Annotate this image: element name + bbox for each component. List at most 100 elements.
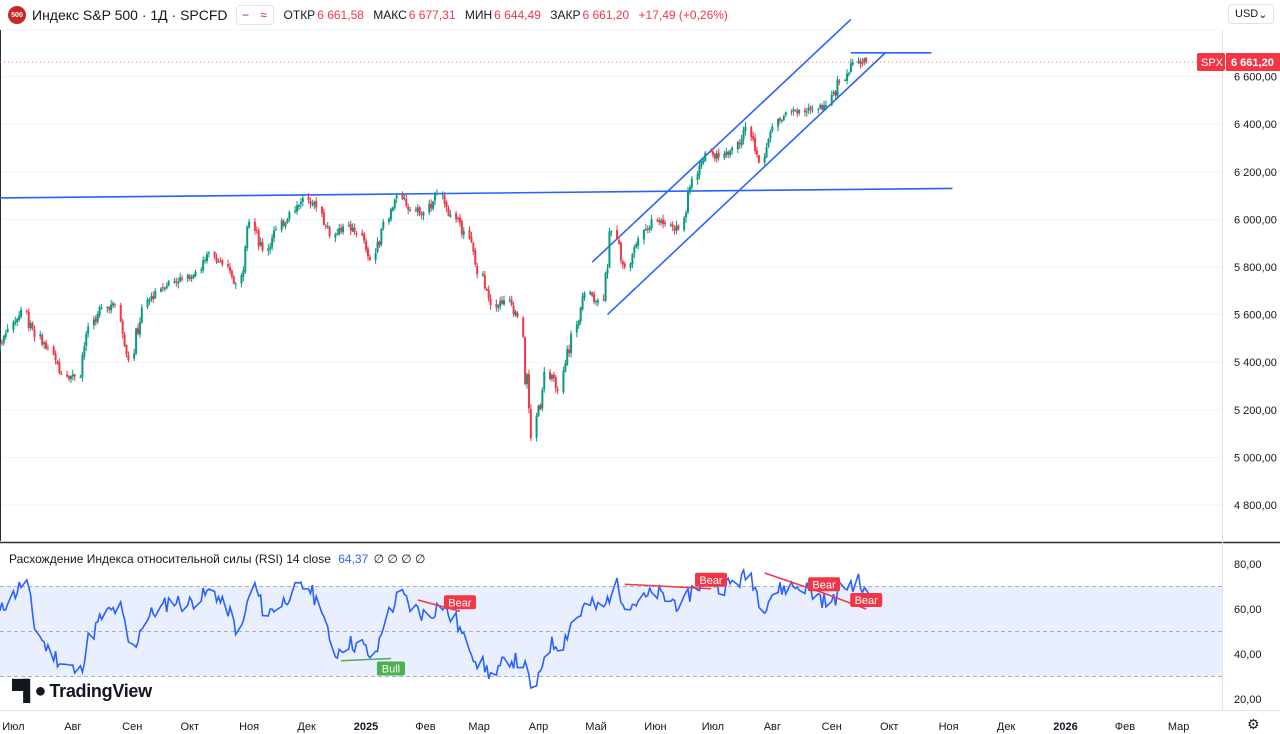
candle-body bbox=[474, 250, 477, 265]
candle-body bbox=[434, 194, 437, 201]
symbol-title[interactable]: Индекс S&P 500 · 1Д · SPCFD bbox=[32, 7, 228, 23]
time-axis-label: Фев bbox=[415, 721, 435, 733]
time-axis-label: Окт bbox=[880, 721, 899, 733]
candle-body bbox=[457, 218, 460, 220]
candle-body bbox=[771, 126, 774, 131]
candle-body bbox=[593, 294, 596, 302]
price-tick-label: 4 800,00 bbox=[1234, 500, 1277, 512]
candle-body bbox=[255, 229, 258, 231]
candle-body bbox=[213, 251, 216, 258]
candle-body bbox=[566, 348, 569, 365]
candle-body bbox=[455, 213, 458, 220]
candle-body bbox=[4, 333, 7, 337]
candle-body bbox=[633, 247, 636, 254]
candle-body bbox=[686, 191, 689, 213]
candle-body bbox=[52, 346, 55, 355]
candle-body bbox=[16, 318, 19, 323]
candle-body bbox=[2, 335, 5, 343]
candle-body bbox=[167, 281, 170, 286]
candle-body bbox=[642, 230, 645, 240]
currency-select[interactable]: USD ⌄ bbox=[1228, 4, 1274, 24]
candle-body bbox=[568, 349, 571, 354]
candle-body bbox=[324, 226, 327, 228]
symbol-header: 500 Индекс S&P 500 · 1Д · SPCFD − ≈ ОТКР… bbox=[0, 0, 1180, 30]
trend-line bbox=[591, 18, 852, 263]
candle-body bbox=[616, 229, 619, 240]
candle-body bbox=[514, 311, 517, 316]
candle-body bbox=[192, 274, 195, 278]
candle-body bbox=[782, 115, 785, 121]
candle-body bbox=[556, 389, 559, 391]
candle-body bbox=[792, 109, 795, 112]
candle-body bbox=[79, 376, 82, 378]
candle-body bbox=[409, 209, 412, 211]
minus-icon[interactable]: − bbox=[242, 8, 250, 22]
gear-icon[interactable]: ⚙ bbox=[1247, 716, 1260, 732]
candle-body bbox=[610, 231, 613, 233]
candles bbox=[0, 56, 868, 442]
candle-body bbox=[163, 288, 166, 290]
candle-body bbox=[112, 303, 115, 306]
time-axis-label: Сен bbox=[122, 721, 142, 733]
candle-body bbox=[744, 126, 747, 131]
time-axis-label: Ноя bbox=[939, 721, 959, 733]
ohlc-values: ОТКР 6 661,58 МАКС 6 677,31 МИН 6 644,49 ЗА… bbox=[284, 8, 734, 22]
candle-body bbox=[778, 118, 781, 121]
candle-body bbox=[420, 213, 423, 215]
candle-body bbox=[14, 321, 17, 324]
low-value: 6 644,49 bbox=[494, 8, 541, 22]
candle-body bbox=[253, 221, 256, 231]
candle-body bbox=[617, 240, 620, 244]
candle-body bbox=[108, 307, 111, 310]
rsi-pane: 80,00 60,00 40,00 20,00 Bear Bull Bear Bear Bear bbox=[0, 559, 1262, 706]
candle-body bbox=[378, 241, 381, 246]
candle-body bbox=[41, 335, 44, 345]
candle-body bbox=[138, 321, 141, 335]
time-axis-label: Дек bbox=[297, 721, 316, 733]
price-tick-label: 5 400,00 bbox=[1234, 357, 1277, 369]
candle-body bbox=[165, 285, 168, 289]
candle-body bbox=[575, 324, 578, 333]
candle-body bbox=[539, 404, 542, 409]
candle-body bbox=[832, 92, 835, 95]
candle-body bbox=[865, 57, 868, 63]
time-axis-label: Сен bbox=[822, 721, 842, 733]
candle-body bbox=[83, 346, 86, 357]
candle-body bbox=[127, 355, 130, 360]
candle-body bbox=[836, 79, 839, 96]
candle-body bbox=[286, 219, 289, 223]
tradingview-logo[interactable]: ▀▌● TradingView bbox=[12, 680, 152, 703]
candle-body bbox=[656, 220, 659, 222]
currency-label: USD bbox=[1235, 8, 1259, 20]
approx-icon[interactable]: ≈ bbox=[260, 8, 267, 22]
time-axis-label: 2026 bbox=[1053, 721, 1077, 733]
candle-body bbox=[662, 219, 665, 224]
candle-body bbox=[296, 205, 299, 212]
candle-body bbox=[217, 261, 220, 263]
rsi-legend[interactable]: Расхождение Индекса относительной силы (… bbox=[9, 552, 425, 566]
candle-body bbox=[267, 248, 270, 251]
candle-body bbox=[823, 105, 826, 110]
trend-lines[interactable] bbox=[0, 18, 953, 316]
divergence-label: Bear bbox=[699, 575, 723, 587]
candle-body bbox=[846, 73, 849, 81]
candle-body bbox=[821, 105, 824, 110]
symbol-logo-icon[interactable]: 500 bbox=[8, 6, 26, 24]
close-value: 6 661,20 bbox=[582, 8, 630, 22]
open-label: ОТКР bbox=[283, 8, 316, 22]
candle-body bbox=[342, 226, 345, 233]
candle-body bbox=[326, 225, 329, 227]
candle-body bbox=[487, 289, 490, 299]
time-axis-label: Дек bbox=[997, 721, 1016, 733]
candle-body bbox=[46, 347, 49, 349]
candle-body bbox=[202, 260, 205, 271]
symbol-flags[interactable]: − ≈ bbox=[235, 5, 274, 25]
candle-body bbox=[552, 374, 555, 378]
candle-body bbox=[619, 242, 622, 261]
candle-body bbox=[320, 206, 323, 214]
price-tick-label: 6 200,00 bbox=[1234, 167, 1277, 179]
candle-body bbox=[713, 153, 716, 159]
last-price-symbol: SPX bbox=[1201, 57, 1224, 69]
candle-body bbox=[503, 300, 506, 305]
